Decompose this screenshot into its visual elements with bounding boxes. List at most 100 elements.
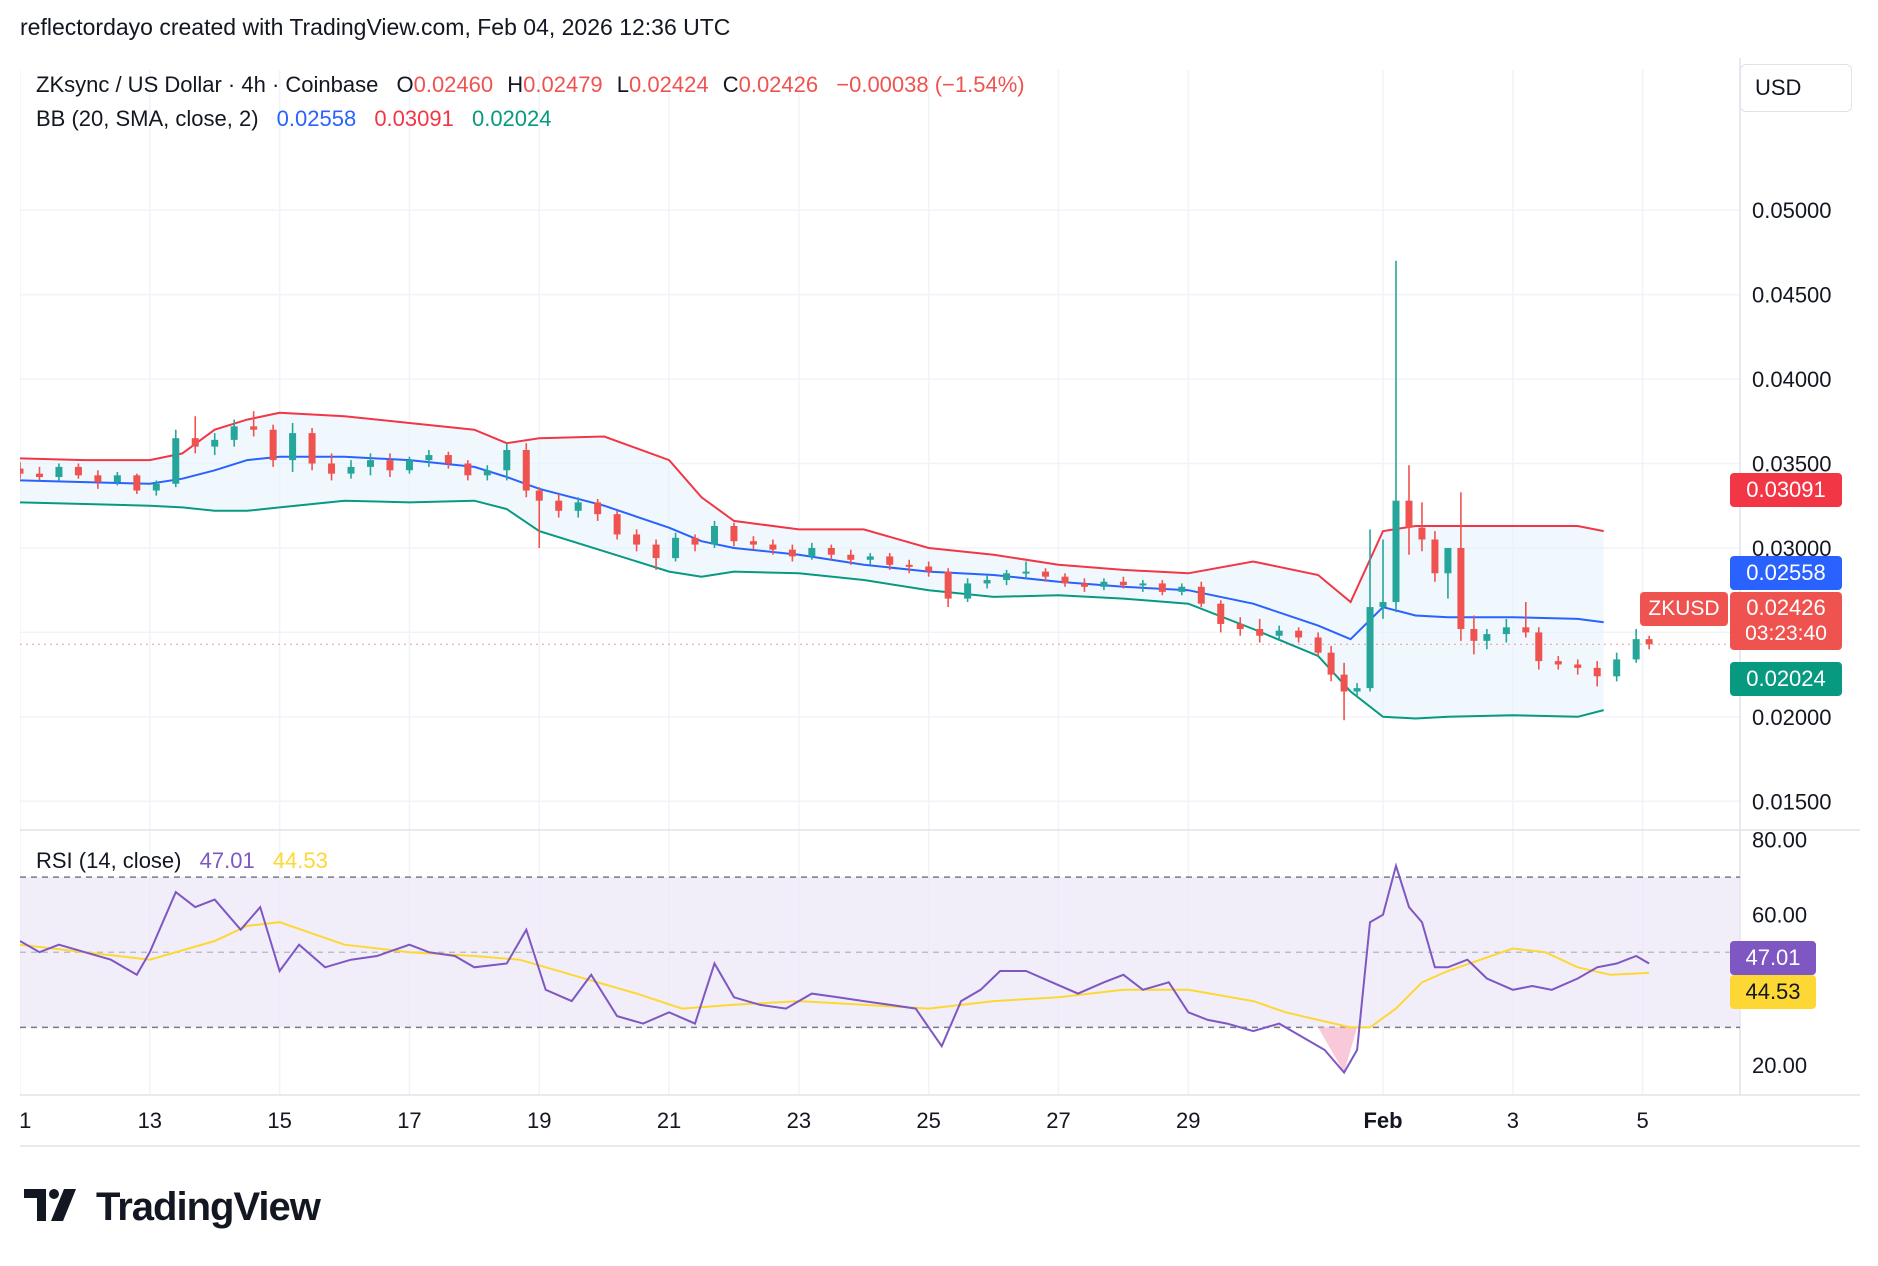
bollinger-band-fill <box>20 412 1604 719</box>
bollinger-upper-line <box>20 411 1604 604</box>
candle-body <box>1483 634 1491 641</box>
candle-body <box>1236 623 1244 630</box>
candle-body <box>866 556 874 560</box>
candle <box>1042 568 1050 582</box>
price-tag-lower: 0.02024 <box>1730 662 1842 696</box>
candle <box>749 536 757 550</box>
candle-body <box>555 500 563 511</box>
candle <box>1217 600 1225 633</box>
candle-body <box>1645 639 1653 645</box>
candle <box>1061 573 1069 587</box>
candle <box>503 443 511 481</box>
candle <box>1470 615 1478 655</box>
candle <box>1379 539 1387 619</box>
legend-close-label: C <box>722 72 739 97</box>
candle-body <box>905 564 913 567</box>
rsi-oversold-fill <box>1318 1027 1358 1073</box>
candle <box>1178 583 1186 596</box>
candle-body <box>1119 581 1127 586</box>
time-tick-label: 23 <box>787 1108 811 1133</box>
candle-body <box>1366 607 1374 689</box>
candle-body <box>847 554 855 560</box>
candle <box>1275 625 1283 641</box>
candle <box>1022 561 1030 579</box>
candle <box>535 487 543 548</box>
candle-body <box>633 534 641 545</box>
candle <box>1256 618 1264 643</box>
candle <box>633 529 641 552</box>
price-tag-close-value: 0.02426 <box>1746 595 1826 620</box>
candle <box>35 466 43 481</box>
legend-open-label: O <box>396 72 414 97</box>
candle <box>808 542 816 560</box>
candle-body <box>730 526 738 542</box>
candle-body <box>74 466 82 476</box>
candle-body <box>1470 629 1478 641</box>
candle-body <box>20 468 24 474</box>
candle <box>230 419 238 447</box>
candle-body <box>1554 661 1562 665</box>
rsi-ma-tag: 44.53 <box>1730 975 1816 1009</box>
candle-body <box>691 537 699 545</box>
candle <box>866 553 874 565</box>
chart-canvas[interactable]: 0.050000.045000.040000.035000.030000.025… <box>20 58 1860 1148</box>
candle-body <box>1275 630 1283 636</box>
candle-body <box>944 571 952 599</box>
time-tick-label: 3 <box>1507 1108 1519 1133</box>
candle <box>464 460 472 481</box>
candle <box>172 429 180 488</box>
candle <box>1340 662 1348 721</box>
candle <box>1353 683 1361 697</box>
time-tick-label: 17 <box>397 1108 421 1133</box>
candle-body <box>405 460 413 471</box>
candle <box>1003 569 1011 586</box>
tradingview-logo[interactable]: TradingView <box>24 1185 344 1229</box>
rsi-tick-label: 80.00 <box>1752 828 1807 853</box>
legend-open: 0.02460 <box>413 72 494 97</box>
candle <box>1314 632 1322 657</box>
candle-body <box>749 541 757 545</box>
candle <box>1100 578 1108 591</box>
bollinger-basis-line <box>20 455 1604 641</box>
candle <box>1139 580 1147 592</box>
candle-body <box>250 426 258 430</box>
candle-body <box>886 556 894 565</box>
candle <box>405 456 413 474</box>
candle-body <box>1100 581 1108 587</box>
candle-body <box>230 426 238 440</box>
currency-selector[interactable]: USD <box>1740 64 1852 112</box>
candle <box>152 480 160 496</box>
candle <box>555 493 563 518</box>
candle-body <box>925 566 933 572</box>
candle-body <box>133 475 141 491</box>
candle <box>672 532 680 562</box>
candle-body <box>1379 602 1387 608</box>
candle-body <box>1061 576 1069 584</box>
candle <box>1080 578 1088 592</box>
candle-body <box>1632 639 1640 660</box>
candle-body <box>269 429 277 461</box>
candle-body <box>172 438 180 484</box>
candle-body <box>827 547 835 555</box>
time-tick-label: 19 <box>527 1108 551 1133</box>
candle-body <box>347 466 355 474</box>
candle-body <box>1405 500 1413 528</box>
legend-bb-upper: 0.03091 <box>374 106 454 131</box>
candle <box>386 453 394 478</box>
candle-body <box>1392 500 1400 602</box>
candle <box>308 428 316 471</box>
candle-body <box>55 466 63 478</box>
candle <box>366 453 374 476</box>
candle <box>652 539 660 570</box>
candle <box>289 422 297 472</box>
candle-body <box>1340 674 1348 692</box>
candle <box>1483 629 1491 650</box>
price-tick-label: 0.03500 <box>1752 452 1832 477</box>
candle-body <box>1197 586 1205 604</box>
candle-body <box>1178 586 1186 592</box>
legend-bb-label: BB (20, SMA, close, 2) <box>36 106 259 131</box>
legend-bb-basis: 0.02558 <box>276 106 357 131</box>
candle <box>1197 581 1205 608</box>
legend-rsi-value: 47.01 <box>199 848 255 873</box>
candle <box>594 498 602 521</box>
